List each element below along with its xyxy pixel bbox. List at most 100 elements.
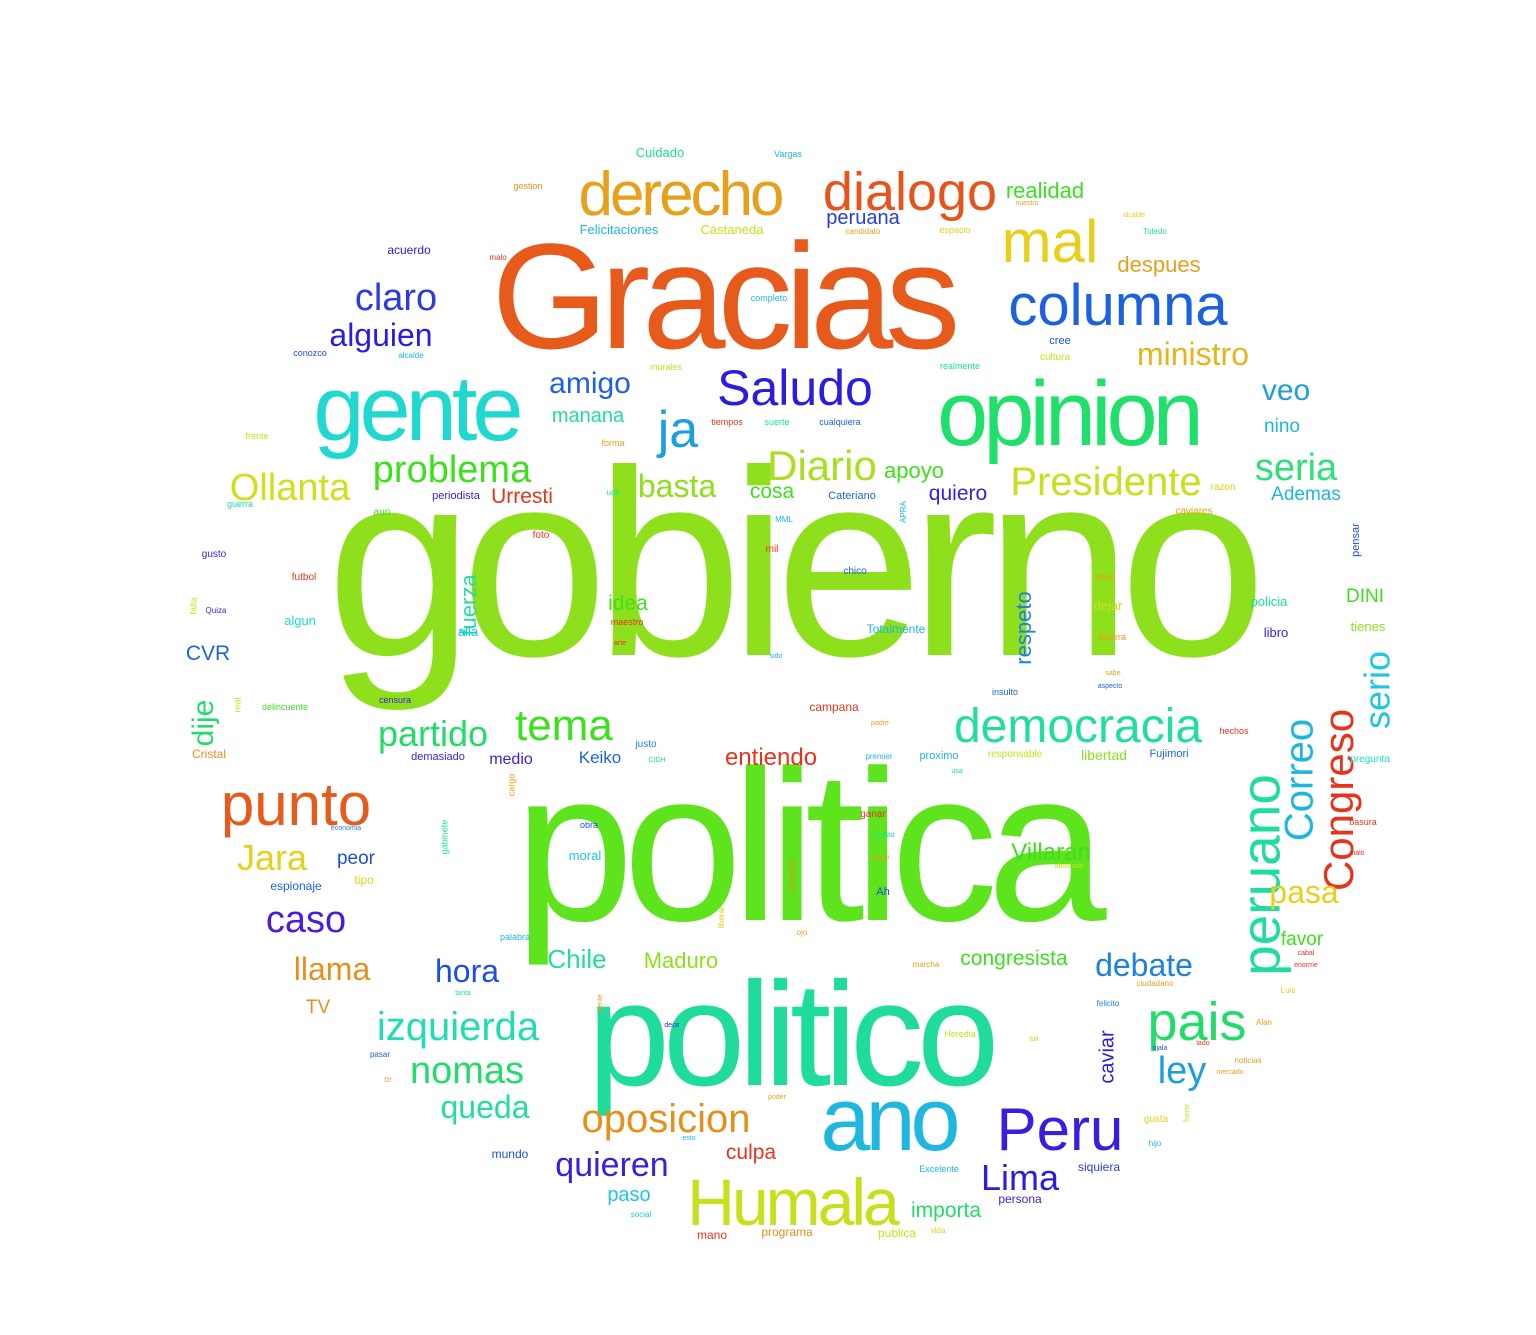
cloud-word: congresista <box>960 947 1068 970</box>
cloud-word: quiero <box>929 482 987 505</box>
cloud-word: mundo <box>492 1147 529 1161</box>
cloud-word: hijo <box>1149 1139 1162 1148</box>
cloud-word: Fujimori <box>1149 748 1188 760</box>
cloud-word: manana <box>552 405 625 427</box>
cloud-word: debera <box>1098 632 1126 642</box>
cloud-word: nomas <box>410 1050 524 1092</box>
cloud-word: poder <box>768 1094 787 1101</box>
cloud-word: real <box>232 697 242 712</box>
cloud-word: culpa <box>726 1141 777 1164</box>
cloud-word: Ademas <box>1271 484 1341 505</box>
cloud-word: gusta <box>1144 1114 1169 1125</box>
cloud-word: foto <box>533 530 550 541</box>
cloud-word: mano <box>697 1228 727 1242</box>
cloud-word: basura <box>1349 817 1377 827</box>
cloud-word: entiendo <box>725 744 817 771</box>
cloud-word: algun <box>284 613 316 628</box>
cloud-word: pais <box>1147 992 1246 1052</box>
cloud-word: persona <box>998 1192 1042 1206</box>
cloud-word: tema <box>515 701 613 750</box>
cloud-word: Villaran <box>1011 839 1091 866</box>
cloud-word: Totalmente <box>867 622 926 636</box>
cloud-word: Luis <box>1281 986 1296 995</box>
cloud-word: claro <box>355 277 437 319</box>
cloud-word: falta <box>188 597 198 614</box>
cloud-word: felicito <box>1097 999 1120 1008</box>
cloud-word: correcto <box>786 860 796 893</box>
cloud-word: uds <box>607 488 620 497</box>
cloud-word: queda <box>441 1089 530 1125</box>
cloud-word: Maduro <box>644 948 719 973</box>
cloud-word: realidad <box>1006 178 1084 203</box>
cloud-word: tuit <box>1029 1036 1038 1043</box>
cloud-word: cargo <box>506 774 516 797</box>
cloud-word: policia <box>1251 594 1289 609</box>
cloud-word: pasar <box>370 1050 390 1059</box>
cloud-word: amigo <box>549 367 631 400</box>
cloud-word: Humala <box>687 1165 900 1239</box>
cloud-word: pensar <box>1350 523 1362 557</box>
cloud-word: Castaneda <box>701 222 765 237</box>
cloud-word: nuestro <box>1015 200 1038 207</box>
cloud-word: ja <box>656 401 699 459</box>
cloud-word: hechos <box>1219 726 1249 736</box>
cloud-word: punto <box>221 771 371 838</box>
cloud-word: Ollanta <box>230 467 351 509</box>
cloud-word: siquiera <box>1078 1160 1120 1174</box>
cloud-word: Quiza <box>206 606 227 615</box>
cloud-word: demasiado <box>411 751 465 763</box>
cloud-word: delincuente <box>262 702 308 712</box>
cloud-word: aspecto <box>1098 683 1123 690</box>
cloud-word: padre <box>871 720 889 727</box>
cloud-word: Cateriano <box>828 490 876 502</box>
cloud-word: nivel <box>1095 572 1116 583</box>
cloud-word: fuerte <box>1184 1104 1191 1122</box>
cloud-word: quieren <box>555 1146 668 1184</box>
cloud-word: favor <box>1281 929 1324 950</box>
cloud-word: Cuidado <box>636 145 684 160</box>
cloud-word: espionaje <box>270 879 322 893</box>
cloud-word: alcalde <box>398 351 424 360</box>
cloud-word: basta <box>638 468 716 504</box>
cloud-word: CIDH <box>648 757 665 764</box>
cloud-word: cabal <box>1298 950 1315 957</box>
cloud-word: proximo <box>919 750 958 762</box>
cloud-word: premier <box>865 752 892 761</box>
cloud-word: paso <box>607 1184 650 1206</box>
cloud-word: mal <box>1002 208 1099 275</box>
cloud-word: izquierda <box>377 1005 540 1049</box>
cloud-word: ano <box>820 1070 957 1170</box>
cloud-word: veo <box>1262 374 1310 407</box>
cloud-word: llama <box>294 951 371 987</box>
cloud-word: nino <box>1264 416 1300 437</box>
cloud-word: TV <box>306 997 331 1018</box>
cloud-word: cosa <box>750 480 795 503</box>
cloud-word: cree <box>1049 335 1070 347</box>
cloud-word: oposicion <box>581 1097 750 1141</box>
cloud-word: gestion <box>513 181 542 191</box>
cloud-word: tanta <box>455 990 471 997</box>
cloud-word: Gracias <box>492 212 956 380</box>
cloud-word: alguien <box>329 317 432 353</box>
cloud-word: gabinete <box>439 820 449 855</box>
cloud-word: libro <box>1264 625 1289 640</box>
cloud-word: Chile <box>547 944 606 974</box>
cloud-word: conozco <box>293 348 327 358</box>
cloud-word: Keiko <box>579 748 622 767</box>
cloud-word: respeto <box>1011 591 1036 664</box>
cloud-word: Heredia <box>944 1029 976 1039</box>
cloud-word: alla <box>458 624 479 639</box>
cloud-word: murales <box>650 362 683 372</box>
cloud-word: gente <box>313 358 520 460</box>
cloud-word: Congreso <box>1315 709 1362 891</box>
cloud-word: despues <box>1117 252 1200 277</box>
cloud-word: pasa <box>1269 874 1339 910</box>
cloud-word: CVR <box>186 642 230 665</box>
cloud-word: Dr <box>384 1077 392 1084</box>
cloud-word: marcha <box>913 960 940 969</box>
cloud-word: Ah <box>876 886 889 898</box>
cloud-word: pregunta <box>1350 754 1390 765</box>
cloud-word: Jara <box>237 837 308 878</box>
cloud-word: mercado <box>1216 1069 1243 1076</box>
